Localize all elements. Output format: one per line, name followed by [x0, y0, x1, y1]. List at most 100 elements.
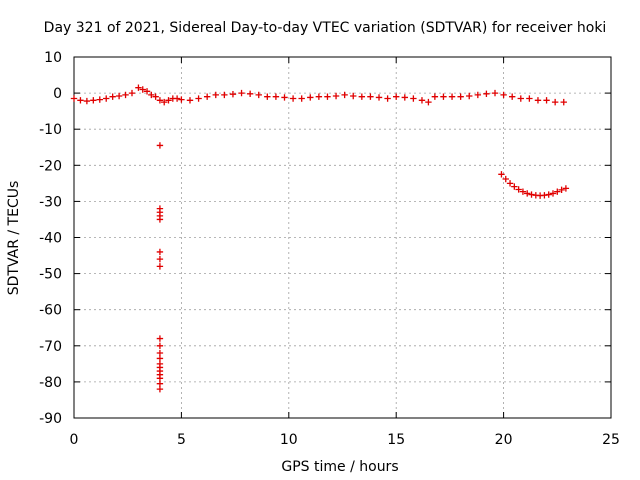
- y-tick-label: -70: [39, 339, 62, 355]
- data-point: [549, 190, 557, 197]
- data-point: [255, 91, 262, 99]
- x-tick-label: 15: [387, 432, 405, 448]
- data-point: [500, 91, 507, 99]
- chart-title: Day 321 of 2021, Sidereal Day-to-day VTE…: [44, 20, 607, 36]
- data-point: [77, 97, 84, 104]
- plot-frame: [73, 56, 612, 419]
- data-point: [457, 93, 464, 100]
- data-point: [543, 97, 550, 104]
- data-point: [122, 91, 129, 99]
- data-point: [156, 349, 164, 357]
- x-tick-label: 25: [602, 432, 620, 448]
- data-point: [517, 95, 524, 102]
- data-point: [502, 175, 509, 183]
- data-point: [508, 93, 516, 100]
- data-point: [298, 95, 305, 102]
- data-point: [358, 93, 366, 100]
- data-point: [498, 171, 505, 178]
- data-point: [418, 97, 426, 104]
- y-tick-label: -40: [39, 231, 62, 247]
- data-point: [156, 216, 164, 223]
- y-tick-label: -80: [39, 375, 62, 391]
- data-point: [186, 97, 194, 104]
- data-point: [281, 94, 288, 101]
- data-point: [115, 92, 123, 100]
- data-point: [156, 342, 164, 349]
- data-point: [560, 98, 567, 106]
- x-tick-label: 20: [495, 432, 513, 448]
- data-point: [246, 90, 254, 98]
- y-axis-ticks: 10 0 -10 -20 -30 -40 -50 -60 -70 -80 -90: [39, 50, 611, 427]
- data-point: [534, 97, 542, 104]
- data-point: [221, 91, 228, 99]
- data-point: [526, 95, 533, 102]
- x-tick-label: 10: [280, 432, 298, 448]
- data-point: [491, 89, 499, 97]
- data-point: [554, 188, 561, 195]
- y-tick-label: -30: [39, 194, 62, 210]
- y-tick-label: -50: [39, 267, 62, 283]
- data-point: [483, 90, 490, 98]
- data-point: [425, 98, 432, 106]
- data-point: [148, 91, 155, 99]
- data-point: [143, 88, 151, 95]
- data-point: [367, 93, 374, 100]
- data-point: [103, 95, 110, 102]
- data-point: [515, 186, 522, 193]
- y-tick-label: -90: [39, 411, 62, 427]
- data-point: [324, 93, 331, 100]
- x-tick-label: 5: [177, 432, 186, 448]
- data-point: [431, 93, 439, 100]
- x-axis-label: GPS time / hours: [281, 459, 398, 475]
- y-tick-label: -20: [39, 158, 62, 174]
- data-point: [156, 385, 164, 393]
- data-point: [466, 92, 473, 100]
- x-tick-label: 0: [70, 432, 79, 448]
- data-point: [173, 95, 181, 102]
- data-point: [401, 94, 408, 101]
- data-point: [440, 93, 447, 100]
- data-point: [229, 90, 237, 98]
- data-point: [551, 98, 559, 106]
- data-point: [410, 95, 417, 102]
- data-point: [558, 186, 565, 194]
- data-point: [448, 93, 456, 100]
- data-point: [156, 375, 164, 382]
- data-point: [212, 91, 219, 99]
- data-point: [384, 95, 391, 102]
- data-point: [474, 91, 482, 99]
- data-point: [156, 263, 164, 270]
- data-point: [70, 95, 78, 102]
- data-point: [315, 93, 323, 100]
- data-point: [152, 93, 159, 100]
- grid: [74, 57, 611, 418]
- data-point: [289, 95, 297, 102]
- data-points: [70, 84, 570, 393]
- data-point: [128, 89, 136, 97]
- data-point: [156, 255, 164, 263]
- x-axis-ticks: 0 5 10 15 20 25: [70, 57, 620, 448]
- data-point: [341, 91, 348, 99]
- data-point: [562, 185, 570, 192]
- y-tick-label: 0: [53, 86, 62, 102]
- data-point: [238, 89, 245, 97]
- data-point: [519, 188, 527, 195]
- data-point: [541, 192, 548, 199]
- y-tick-label: -10: [39, 122, 62, 138]
- data-point: [161, 98, 168, 106]
- data-point: [165, 97, 172, 104]
- data-point: [156, 248, 164, 256]
- data-point: [109, 93, 116, 100]
- data-point: [350, 92, 357, 100]
- data-point: [506, 180, 514, 187]
- data-point: [156, 97, 164, 104]
- data-point: [264, 93, 271, 100]
- data-point: [139, 86, 146, 93]
- data-point: [545, 191, 552, 198]
- data-point: [511, 183, 518, 190]
- data-point: [90, 97, 97, 104]
- data-point: [156, 142, 164, 149]
- data-point: [203, 93, 211, 100]
- data-point: [332, 92, 340, 100]
- data-point: [96, 96, 103, 103]
